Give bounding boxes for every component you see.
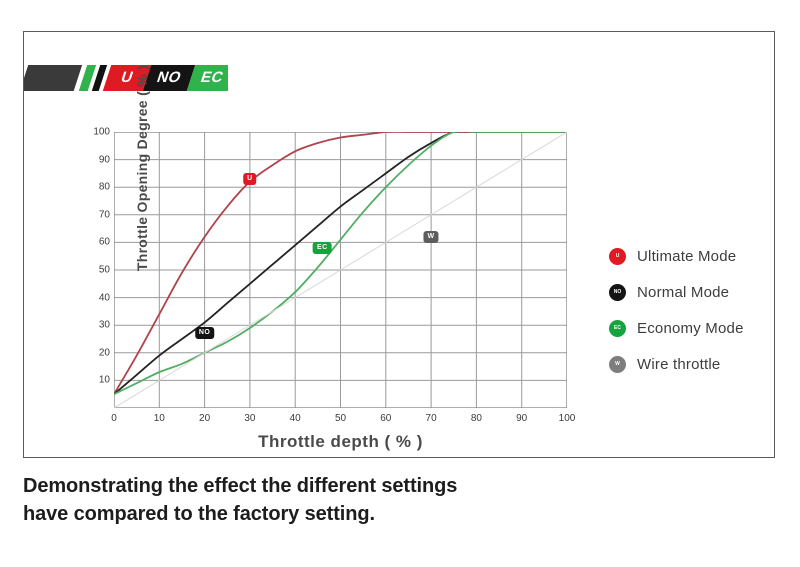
x-tick-label: 90 [516, 413, 528, 424]
x-tick-label: 40 [289, 413, 301, 424]
x-tick-label: 60 [380, 413, 392, 424]
legend-marker-icon: W [609, 355, 626, 373]
chart-svg [114, 132, 567, 408]
legend-label: Ultimate Mode [637, 247, 737, 265]
curve-group [114, 132, 567, 408]
y-axis-ticks: 100 90 80 70 60 50 40 30 20 10 [80, 127, 110, 408]
plot-area: U NO EC W [114, 132, 567, 408]
wire-tag: W [423, 230, 439, 243]
legend-marker-icon: NO [609, 283, 626, 301]
ultimate-tag: U [243, 172, 257, 185]
y-tick-label: 70 [98, 209, 110, 221]
caption-line-1: Demonstrating the effect the different s… [23, 475, 458, 497]
y-tick-label: 60 [98, 236, 110, 248]
x-tick-label: 20 [199, 413, 211, 424]
x-tick-label: 70 [425, 413, 437, 424]
curve-wire-throttle [114, 132, 567, 408]
caption-line-2: have compared to the factory setting. [23, 503, 375, 525]
brand-banner: U NO EC [24, 65, 228, 91]
y-tick-label: 40 [98, 292, 110, 304]
legend-marker-icon: EC [609, 319, 626, 337]
x-tick-label: 100 [558, 413, 576, 424]
y-tick-label: 90 [98, 154, 110, 166]
y-axis-title: Throttle Opening Degree ( % ) [134, 64, 150, 272]
x-tick-label: 50 [334, 413, 347, 424]
curve-ultimate-mode [114, 132, 567, 396]
figure-caption: Demonstrating the effect the different s… [23, 472, 623, 528]
legend-label: Wire throttle [637, 355, 721, 373]
legend-item: U Ultimate Mode [609, 238, 789, 274]
y-tick-label: 10 [98, 374, 110, 386]
legend-item: NO Normal Mode [609, 274, 789, 310]
legend-item: EC Economy Mode [609, 310, 789, 346]
x-tick-label: 30 [244, 413, 256, 424]
normal-tag: NO [194, 327, 215, 340]
brand-text-ec: EC [198, 69, 226, 86]
economy-tag: EC [313, 241, 332, 254]
y-tick-label: 80 [98, 181, 110, 193]
x-axis-title: Throttle depth ( % ) [258, 432, 423, 451]
y-tick-label: 50 [98, 264, 110, 276]
x-tick-label: 0 [111, 413, 117, 424]
x-tick-label: 10 [153, 413, 165, 424]
y-tick-label: 100 [93, 126, 110, 138]
chart-legend: U Ultimate Mode NO Normal Mode EC Economy Mod… [609, 238, 789, 382]
x-axis-ticks: 0 10 20 30 40 50 60 70 80 90 100 [111, 413, 575, 429]
y-tick-label: 30 [98, 319, 110, 331]
curve-normal-mode [114, 132, 567, 396]
legend-label: Economy Mode [637, 319, 744, 337]
chart-card: U NO EC U NO EC W 100 90 80 70 60 50 40 30 20 10 0 10 20… [23, 31, 775, 458]
y-tick-label: 20 [98, 347, 110, 359]
x-tick-label: 80 [470, 413, 482, 424]
legend-label: Normal Mode [637, 283, 730, 301]
legend-item: W Wire throttle [609, 346, 789, 382]
legend-marker-icon: U [609, 247, 626, 265]
curve-economy-mode [114, 132, 567, 396]
